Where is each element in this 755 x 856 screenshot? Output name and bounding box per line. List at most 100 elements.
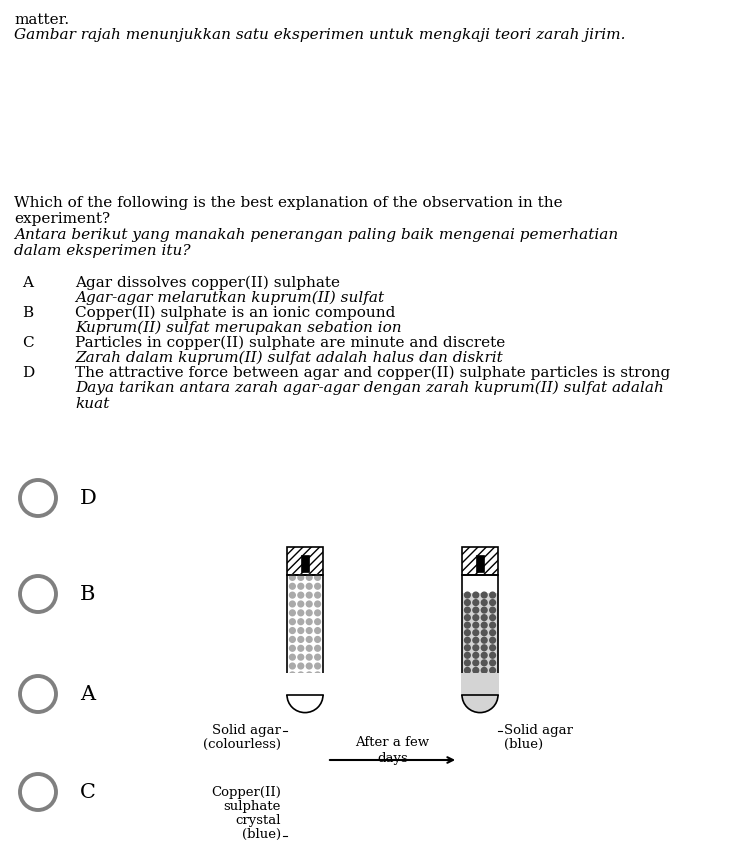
Text: Solid agar: Solid agar — [212, 724, 281, 737]
Bar — [301, 556, 309, 572]
Bar — [461, 673, 499, 695]
Circle shape — [473, 690, 479, 696]
Circle shape — [473, 600, 479, 605]
Circle shape — [289, 574, 295, 580]
Circle shape — [315, 601, 320, 607]
Text: days: days — [378, 752, 408, 765]
Circle shape — [289, 672, 295, 678]
Circle shape — [307, 654, 312, 660]
Text: Agar-agar melarutkan kuprum(II) sulfat: Agar-agar melarutkan kuprum(II) sulfat — [75, 291, 384, 306]
Circle shape — [473, 652, 479, 658]
Circle shape — [307, 619, 312, 625]
Text: Particles in copper(II) sulphate are minute and discrete: Particles in copper(II) sulphate are min… — [75, 336, 505, 350]
Circle shape — [298, 672, 304, 678]
Text: Agar dissolves copper(II) sulphate: Agar dissolves copper(II) sulphate — [75, 276, 340, 290]
Circle shape — [464, 622, 470, 628]
Bar — [287, 564, 323, 695]
Circle shape — [490, 622, 495, 628]
Text: A: A — [80, 685, 95, 704]
Circle shape — [490, 600, 495, 605]
Circle shape — [289, 627, 295, 633]
Circle shape — [490, 675, 495, 681]
Circle shape — [482, 615, 487, 621]
Text: After a few: After a few — [356, 736, 430, 749]
Circle shape — [490, 682, 495, 688]
Ellipse shape — [462, 677, 498, 712]
Circle shape — [298, 654, 304, 660]
Circle shape — [464, 600, 470, 605]
Circle shape — [482, 645, 487, 651]
Circle shape — [289, 654, 295, 660]
Text: (colourless): (colourless) — [203, 738, 281, 751]
Circle shape — [315, 584, 320, 589]
Circle shape — [315, 681, 320, 687]
Circle shape — [307, 574, 312, 580]
Circle shape — [315, 672, 320, 678]
Circle shape — [490, 652, 495, 658]
Text: Copper(II) sulphate is an ionic compound: Copper(II) sulphate is an ionic compound — [75, 306, 396, 320]
Circle shape — [464, 652, 470, 658]
Text: Kuprum(II) sulfat merupakan sebation ion: Kuprum(II) sulfat merupakan sebation ion — [75, 321, 402, 336]
Ellipse shape — [287, 677, 323, 712]
Circle shape — [298, 627, 304, 633]
Circle shape — [307, 592, 312, 598]
Circle shape — [490, 668, 495, 673]
Circle shape — [298, 601, 304, 607]
Circle shape — [490, 690, 495, 696]
Text: Copper(II): Copper(II) — [211, 786, 281, 799]
Circle shape — [464, 592, 470, 598]
Circle shape — [289, 645, 295, 651]
Text: (blue): (blue) — [242, 828, 281, 841]
Circle shape — [298, 584, 304, 589]
Circle shape — [473, 668, 479, 673]
Circle shape — [298, 637, 304, 642]
Circle shape — [464, 645, 470, 651]
Circle shape — [298, 690, 304, 695]
Text: A: A — [22, 276, 33, 290]
Circle shape — [490, 592, 495, 598]
Text: (blue): (blue) — [504, 738, 543, 751]
Bar — [287, 547, 323, 575]
Circle shape — [307, 627, 312, 633]
Circle shape — [490, 607, 495, 613]
Circle shape — [298, 663, 304, 669]
Text: sulphate: sulphate — [223, 800, 281, 813]
Circle shape — [307, 584, 312, 589]
Circle shape — [473, 660, 479, 666]
Circle shape — [289, 601, 295, 607]
Text: The attractive force between agar and copper(II) sulphate particles is strong: The attractive force between agar and co… — [75, 366, 670, 380]
Circle shape — [307, 601, 312, 607]
Circle shape — [482, 668, 487, 673]
Circle shape — [473, 645, 479, 651]
Circle shape — [289, 610, 295, 615]
Text: B: B — [22, 306, 33, 320]
Circle shape — [490, 660, 495, 666]
Bar — [287, 575, 323, 695]
Circle shape — [490, 630, 495, 636]
Circle shape — [289, 592, 295, 598]
Circle shape — [315, 610, 320, 615]
Circle shape — [298, 681, 304, 687]
Text: Gambar rajah menunjukkan satu eksperimen untuk mengkaji teori zarah jirim.: Gambar rajah menunjukkan satu eksperimen… — [14, 28, 625, 42]
Circle shape — [490, 615, 495, 621]
Circle shape — [464, 638, 470, 643]
Bar — [286, 673, 324, 695]
Circle shape — [473, 638, 479, 643]
Bar — [462, 564, 498, 593]
Circle shape — [315, 637, 320, 642]
Circle shape — [315, 627, 320, 633]
Text: C: C — [22, 336, 34, 350]
Circle shape — [289, 690, 295, 695]
Circle shape — [289, 663, 295, 669]
Circle shape — [473, 592, 479, 598]
Text: Antara berikut yang manakah penerangan paling baik mengenai pemerhatian: Antara berikut yang manakah penerangan p… — [14, 228, 618, 242]
Text: dalam eksperimen itu?: dalam eksperimen itu? — [14, 244, 190, 258]
Circle shape — [315, 663, 320, 669]
Circle shape — [473, 630, 479, 636]
Circle shape — [482, 630, 487, 636]
Circle shape — [482, 690, 487, 696]
Bar — [462, 575, 498, 695]
Circle shape — [289, 619, 295, 625]
Bar — [462, 547, 498, 575]
Circle shape — [482, 638, 487, 643]
